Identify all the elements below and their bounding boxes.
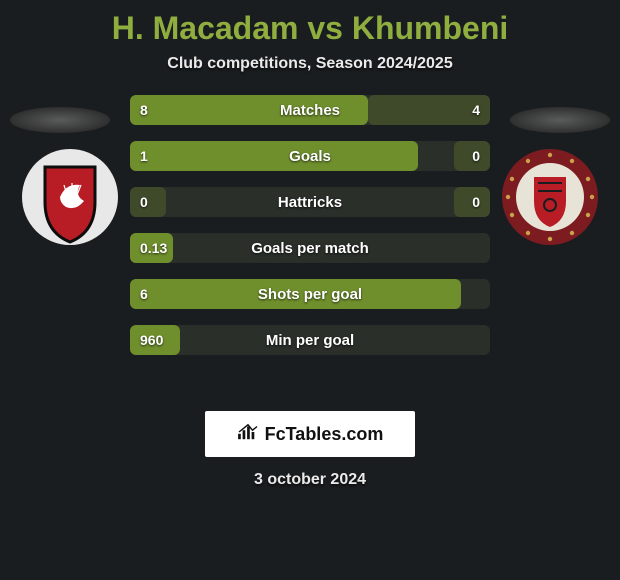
stat-value-right: 4 (472, 95, 480, 125)
stat-row: Min per goal960 (130, 325, 490, 355)
stat-value-left: 8 (140, 95, 148, 125)
stat-bars: Matches84Goals10Hattricks00Goals per mat… (130, 95, 490, 371)
attribution-badge: FcTables.com (205, 411, 415, 457)
stat-row: Goals per match0.13 (130, 233, 490, 263)
attribution-text: FcTables.com (265, 424, 384, 445)
stat-label: Min per goal (130, 325, 490, 355)
stat-row: Shots per goal6 (130, 279, 490, 309)
stat-label: Hattricks (130, 187, 490, 217)
subtitle: Club competitions, Season 2024/2025 (0, 55, 620, 73)
club-crest-left (20, 147, 120, 247)
chart-icon (237, 423, 259, 446)
stat-value-left: 960 (140, 325, 163, 355)
player-shadow-left (10, 107, 110, 133)
comparison-arena: Matches84Goals10Hattricks00Goals per mat… (0, 95, 620, 395)
stat-label: Matches (130, 95, 490, 125)
stat-value-left: 0.13 (140, 233, 167, 263)
stat-value-left: 0 (140, 187, 148, 217)
player-shadow-right (510, 107, 610, 133)
date-label: 3 october 2024 (0, 471, 620, 489)
stat-row: Hattricks0 0 (130, 187, 490, 217)
stat-row: Matches8 4 (130, 95, 490, 125)
stat-label: Goals per match (130, 233, 490, 263)
stat-row: Goals1 0 (130, 141, 490, 171)
stat-label: Goals (130, 141, 490, 171)
stat-value-left: 6 (140, 279, 148, 309)
stat-label: Shots per goal (130, 279, 490, 309)
page-title: H. Macadam vs Khumbeni (0, 0, 620, 47)
stat-value-right: 0 (472, 187, 480, 217)
club-crest-right (500, 147, 600, 247)
stat-value-left: 1 (140, 141, 148, 171)
stat-value-right: 0 (472, 141, 480, 171)
